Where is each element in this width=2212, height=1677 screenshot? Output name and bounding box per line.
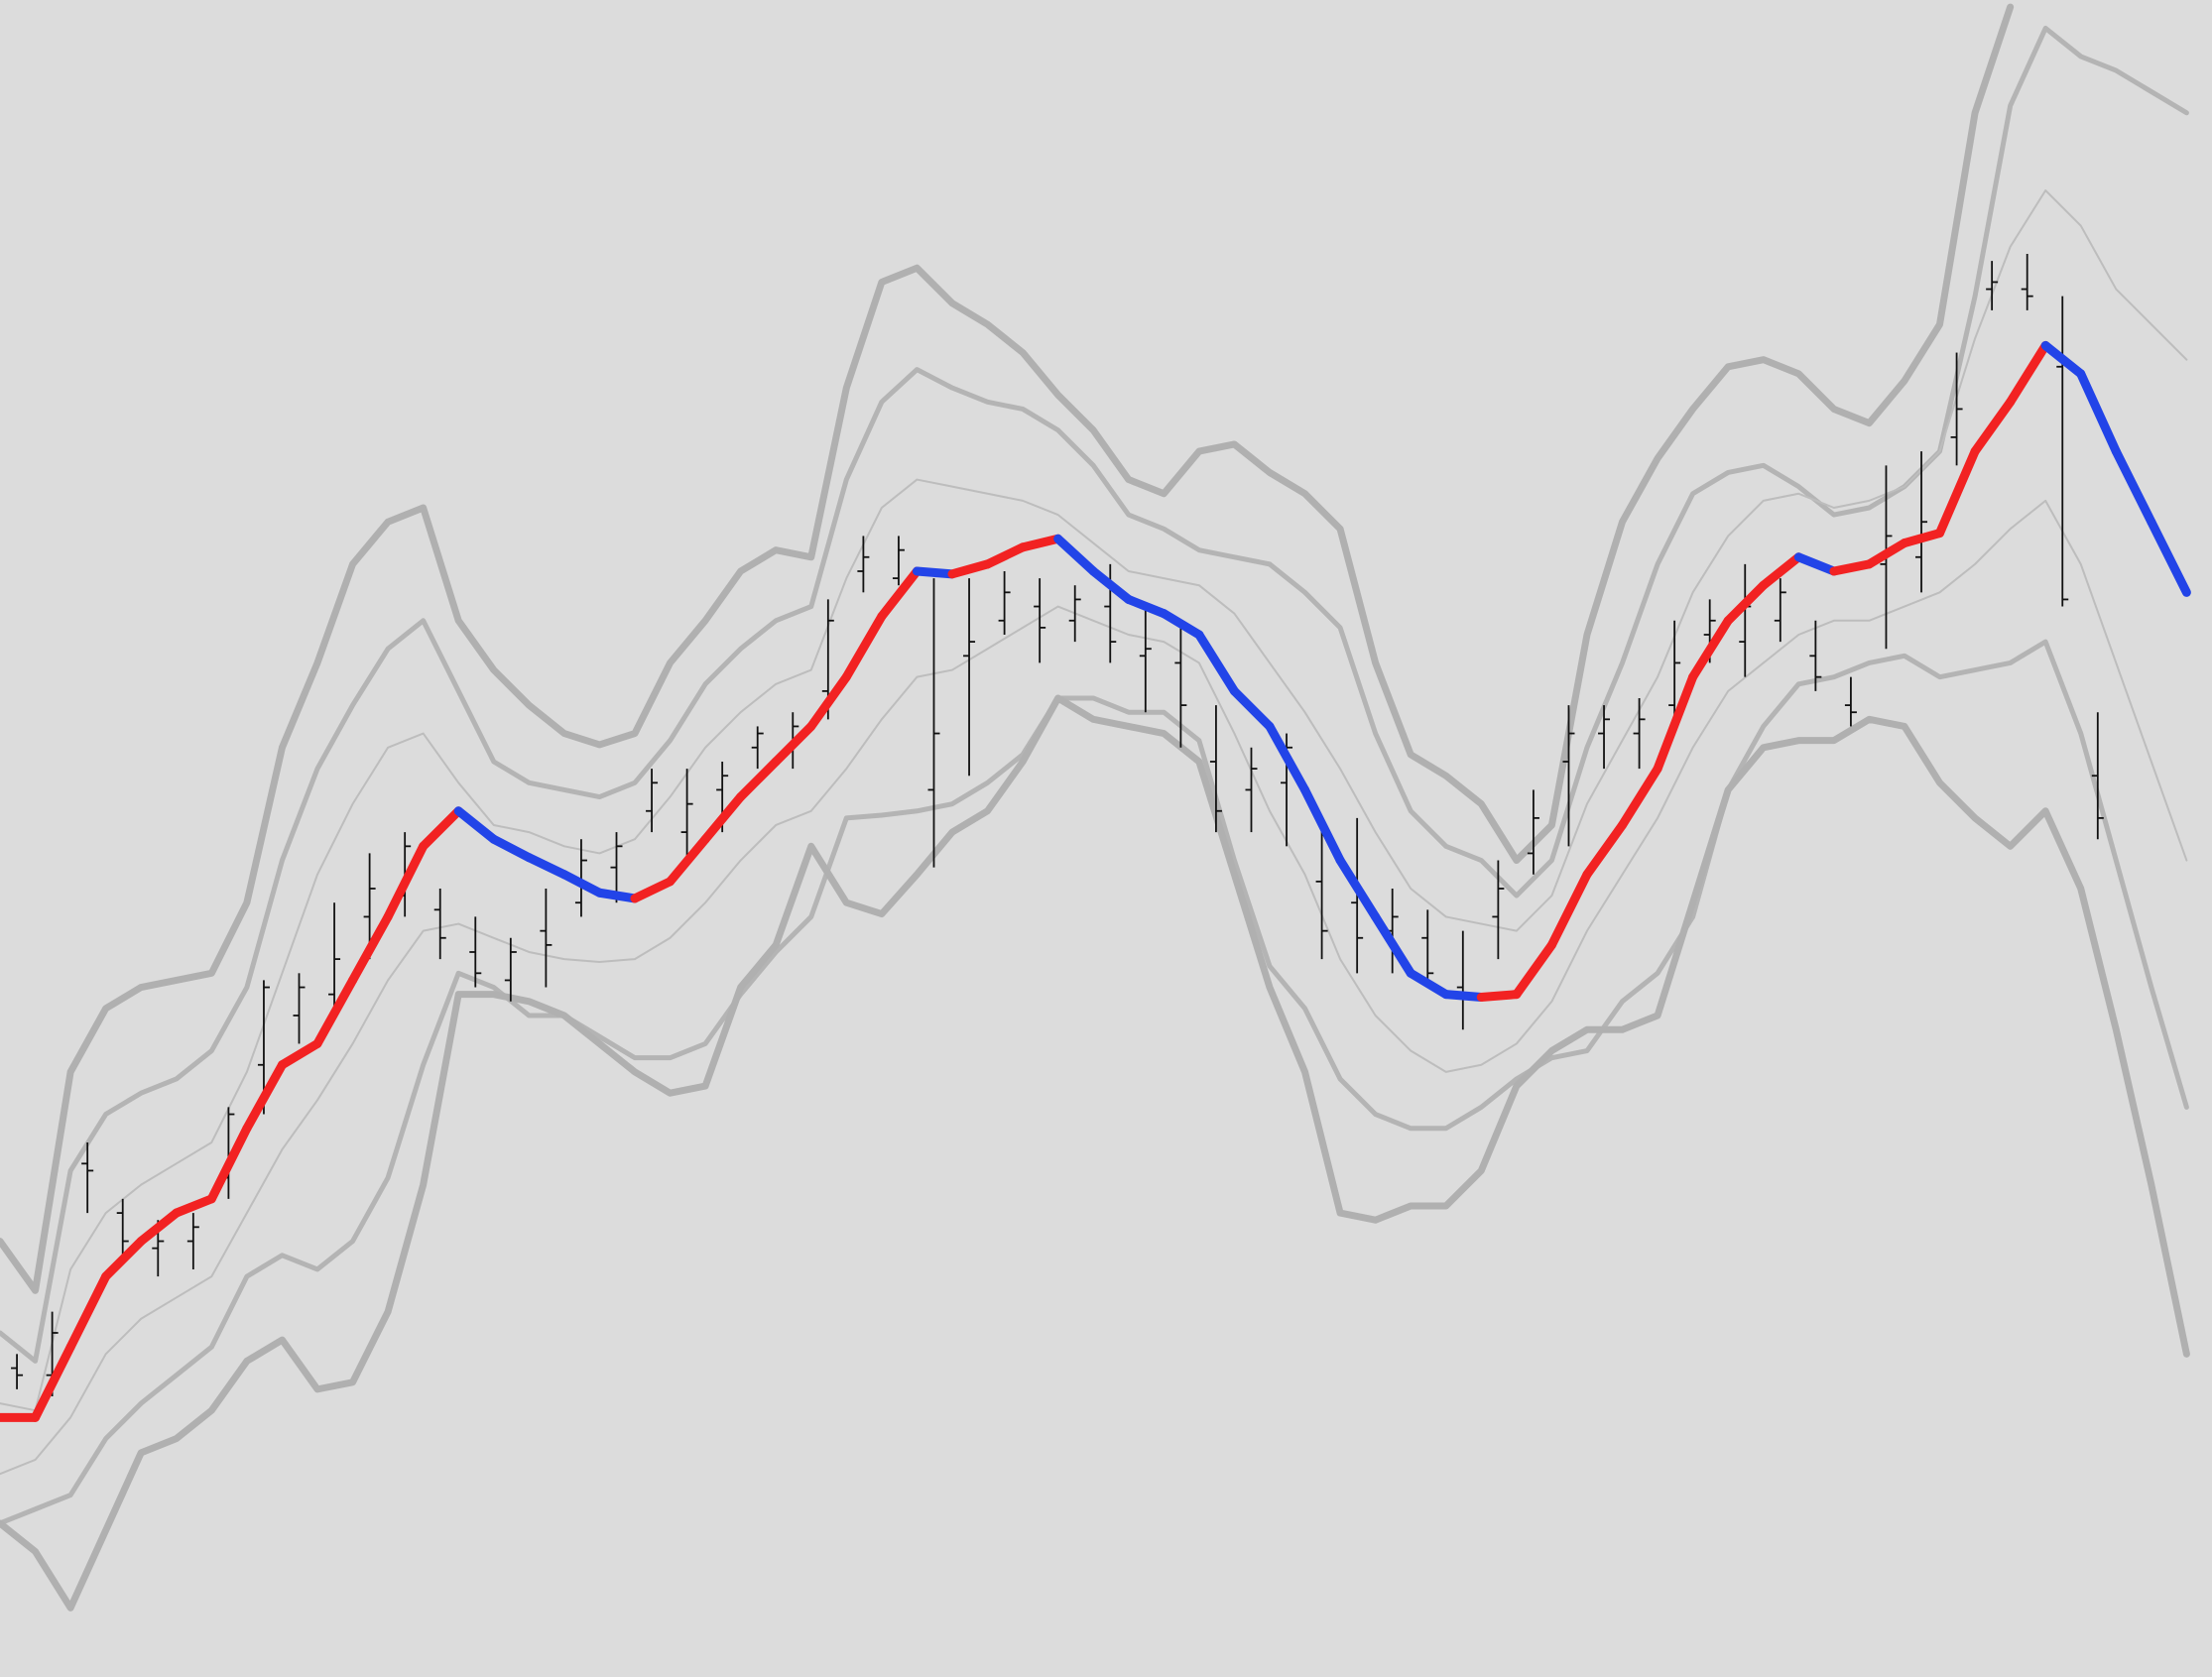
trend-line-segment <box>2006 340 2050 407</box>
band-line <box>0 694 2190 1612</box>
trend-line-segment <box>2040 340 2086 379</box>
trend-line-segment <box>559 870 604 898</box>
trend-line-segment <box>1406 968 1451 1000</box>
trend-line-segment <box>1300 784 1345 866</box>
trend-line-segment <box>172 1194 216 1218</box>
trend-line-segment <box>277 1038 322 1070</box>
trend-line-segment <box>419 806 463 851</box>
trend-line-segment <box>736 757 781 802</box>
trend-line-segment <box>912 566 957 579</box>
trend-line-segment <box>2076 369 2121 456</box>
band-line <box>0 639 2189 1526</box>
trend-line-segment <box>1053 534 1098 576</box>
trend-line-segment <box>136 1208 182 1247</box>
trend-line-segment <box>841 612 887 682</box>
trend-line-segment <box>1759 552 1803 590</box>
band-line <box>0 188 2188 1412</box>
trend-line-segment <box>947 559 993 579</box>
trend-line-segment <box>1618 764 1662 830</box>
band-line <box>0 499 2188 1476</box>
trend-line-segment <box>348 911 393 985</box>
trend-line-segment <box>1124 594 1168 619</box>
trend-line-segment <box>1864 539 1909 569</box>
trend-line-segment <box>771 721 816 767</box>
trend-line-segment <box>242 1060 287 1134</box>
trend-line-segment <box>1900 529 1945 548</box>
trend-line-segment <box>1582 820 1628 880</box>
trend-line-segment <box>594 888 640 903</box>
trend-line-segment <box>489 834 534 863</box>
trend-line-segment <box>2111 446 2156 527</box>
trend-line-segment <box>1335 856 1381 921</box>
trend-line-segment <box>1018 534 1063 552</box>
trend-line-segment <box>1688 616 1733 682</box>
trend-line-segment <box>700 792 746 844</box>
trend-line-segment <box>630 877 676 903</box>
trend-line-segment <box>383 841 429 921</box>
trend-line-segment <box>1970 397 2016 456</box>
band-line <box>0 3 2015 1294</box>
trend-line-segment <box>666 834 710 887</box>
trend-line-segment <box>453 806 499 844</box>
trend-line-segment <box>1829 559 1874 576</box>
trend-line-segment <box>65 1271 111 1352</box>
trend-line-segment <box>1793 552 1839 576</box>
trend-line-segment <box>1476 990 1522 1002</box>
trend-line-segment <box>1723 580 1769 626</box>
trend-line-segment <box>2147 517 2191 597</box>
trend-line-segment <box>1546 870 1592 950</box>
trend-line-segment <box>101 1237 146 1281</box>
trend-line-segment <box>312 975 358 1048</box>
trend-line-segment <box>806 672 851 731</box>
trend-line-segment <box>877 566 922 622</box>
trend-line-segment <box>206 1124 252 1204</box>
trend-line-segment <box>1194 630 1239 696</box>
trend-line-segment <box>31 1342 75 1422</box>
trend-line-segment <box>1159 609 1204 640</box>
trend-line-segment <box>1229 686 1275 731</box>
trend-line-segment <box>1265 721 1310 794</box>
trend-line-segment <box>1935 446 1980 539</box>
trend-line-segment <box>524 853 569 880</box>
trend-line-segment <box>983 542 1028 569</box>
trend-line-segment <box>1371 911 1415 978</box>
trend-line-segment <box>1088 566 1134 604</box>
band-line <box>0 25 2189 1364</box>
trend-line-segment <box>1441 990 1486 1002</box>
trend-line-segment <box>1512 940 1556 1000</box>
trend-line-segment <box>1653 672 1698 774</box>
